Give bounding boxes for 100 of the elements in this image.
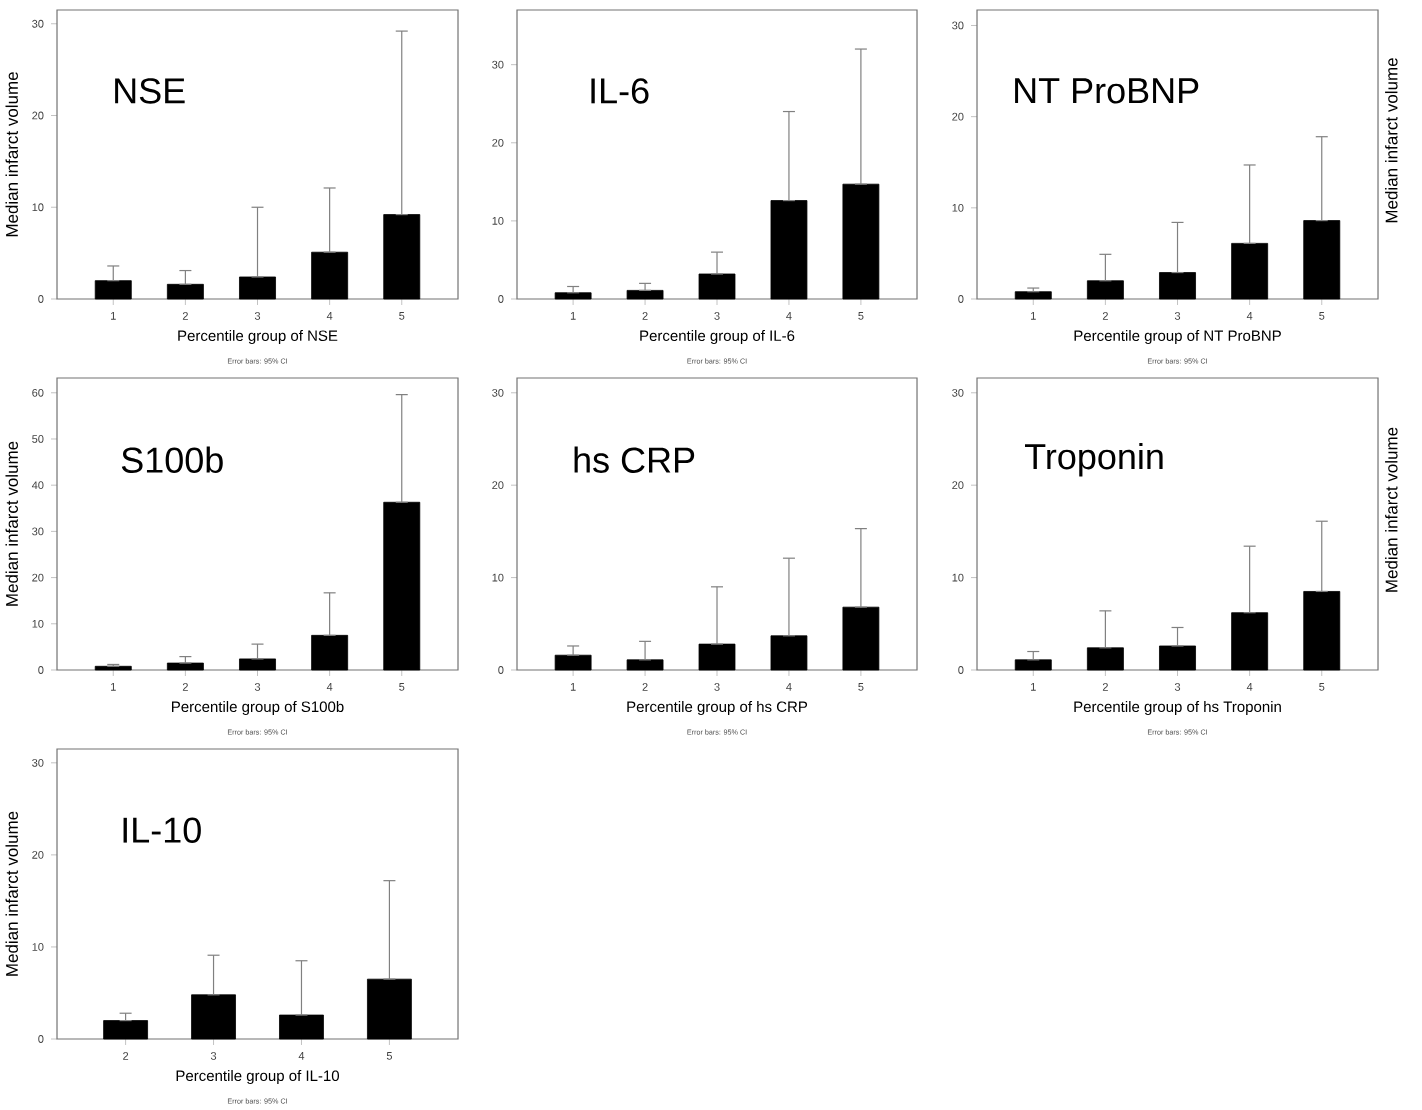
bar — [1303, 220, 1341, 300]
y-axis-title: Median infarct volume — [5, 441, 18, 606]
x-tick-label: 2 — [1102, 312, 1108, 320]
y-tick-label: 30 — [492, 60, 504, 69]
y-tick-label: 20 — [952, 112, 964, 121]
bar — [626, 659, 664, 671]
x-axis-title: Percentile group of hs CRP — [627, 701, 808, 715]
y-tick-label: 20 — [492, 481, 504, 490]
y-tick-label: 30 — [952, 388, 964, 397]
y-tick-label: 0 — [498, 666, 504, 674]
y-tick-label: 0 — [958, 295, 964, 303]
y-axis-title: Median infarct volume — [1385, 427, 1398, 592]
x-tick-label: 5 — [1319, 312, 1325, 320]
y-tick-label: 30 — [32, 758, 44, 767]
text: IL-10 — [123, 817, 201, 843]
x-tick-label: 5 — [858, 683, 864, 691]
bar — [239, 276, 276, 300]
y-tick-label: 0 — [38, 1035, 44, 1043]
bar — [1159, 645, 1196, 671]
bar — [1231, 242, 1269, 300]
bar — [1159, 272, 1196, 300]
x-tick-label: 4 — [1246, 312, 1253, 320]
bar — [842, 183, 880, 300]
x-tick-label: 3 — [1174, 312, 1181, 320]
x-tick-label: 2 — [182, 312, 188, 320]
y-tick-label: 30 — [32, 527, 44, 536]
bar — [383, 214, 421, 300]
x-tick-label: 5 — [399, 312, 405, 320]
x-tick-label: 2 — [642, 312, 648, 320]
text: Troponin — [1025, 442, 1163, 477]
bar — [239, 658, 276, 671]
y-axis-title: Median infarct volume — [1385, 58, 1398, 223]
x-axis-title: Percentile group of IL-6 — [640, 330, 795, 344]
bar — [698, 643, 736, 671]
x-tick-label: 3 — [714, 683, 720, 691]
x-tick-label: 1 — [111, 312, 116, 320]
x-tick-label: 1 — [1031, 312, 1036, 320]
x-tick-label: 2 — [1102, 683, 1108, 691]
bar — [191, 994, 236, 1040]
x-tick-label: 1 — [570, 312, 576, 320]
bar — [698, 273, 736, 300]
x-tick-label: 4 — [1246, 683, 1253, 691]
y-tick-label: 10 — [952, 573, 964, 582]
bar — [1303, 591, 1341, 671]
bar — [842, 606, 880, 671]
y-tick-label: 20 — [32, 573, 44, 582]
x-tick-label: 1 — [570, 683, 576, 691]
y-tick-label: 20 — [952, 481, 964, 490]
y-axis-title: Median infarct volume — [5, 811, 18, 976]
bar — [166, 283, 204, 300]
bar — [94, 665, 132, 671]
y-tick-label: 0 — [38, 295, 44, 303]
x-tick-label: 4 — [786, 312, 792, 320]
text: NT ProBNP — [1015, 78, 1199, 104]
x-tick-label: 4 — [326, 312, 333, 320]
text: NSE — [115, 78, 185, 104]
y-tick-label: 10 — [952, 203, 964, 212]
bar — [770, 200, 808, 300]
y-tick-label: 0 — [958, 666, 964, 674]
x-tick-label: 3 — [1174, 683, 1181, 691]
x-tick-label: 3 — [254, 683, 261, 691]
x-tick-label: 4 — [326, 683, 333, 691]
bar — [1014, 291, 1052, 300]
bar — [279, 1014, 324, 1040]
x-tick-label: 5 — [858, 312, 864, 320]
x-tick-label: 5 — [1319, 683, 1325, 691]
text: S100b — [121, 446, 223, 473]
bar — [554, 292, 592, 300]
y-tick-label: 0 — [498, 295, 504, 303]
text: IL-6 — [591, 78, 649, 104]
x-tick-label: 4 — [298, 1052, 305, 1060]
bar — [311, 251, 349, 300]
x-axis-title: Percentile group of hs Troponin — [1074, 701, 1281, 715]
x-tick-label: 5 — [386, 1052, 393, 1060]
y-tick-label: 30 — [492, 388, 504, 397]
x-tick-label: 4 — [786, 683, 792, 691]
x-axis-title: Percentile group of S100b — [172, 701, 344, 715]
y-tick-label: 40 — [31, 481, 44, 490]
y-tick-label: 10 — [492, 573, 504, 582]
bar — [383, 501, 421, 671]
y-tick-label: 20 — [492, 138, 504, 147]
x-axis-title: Percentile group of NSE — [178, 330, 338, 344]
x-axis-title: Percentile group of NT ProBNP — [1074, 330, 1281, 344]
y-tick-label: 60 — [32, 388, 44, 397]
y-tick-label: 50 — [32, 435, 44, 443]
bar — [1086, 280, 1124, 300]
x-tick-label: 3 — [210, 1052, 217, 1060]
y-tick-label: 20 — [32, 850, 44, 859]
y-tick-label: 30 — [952, 21, 964, 30]
bar — [1231, 612, 1269, 671]
bar — [1014, 659, 1052, 671]
y-axis-title: Median infarct volume — [5, 72, 18, 237]
x-tick-label: 2 — [123, 1052, 129, 1060]
bar — [311, 634, 349, 671]
bar — [626, 290, 664, 300]
x-tick-label: 2 — [182, 683, 188, 691]
bar — [367, 978, 412, 1040]
bar — [166, 662, 204, 671]
x-tick-label: 5 — [399, 683, 405, 691]
x-tick-label: 3 — [254, 312, 261, 320]
